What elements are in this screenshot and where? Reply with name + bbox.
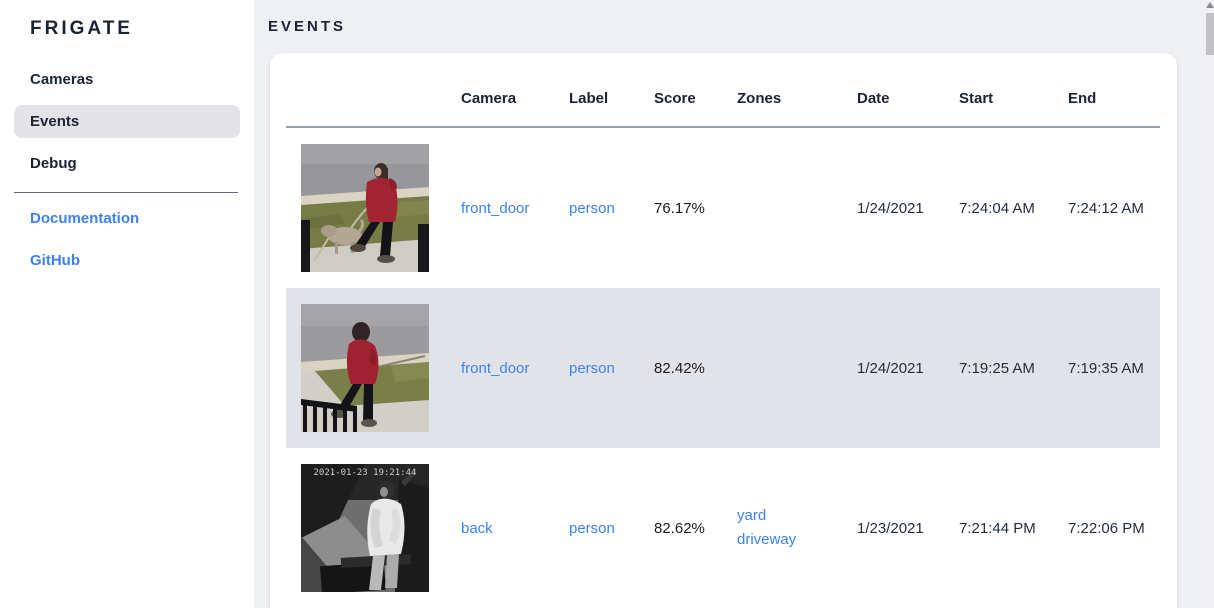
scrollbar-up-arrow-icon[interactable] [1206,2,1214,8]
scrollbar-thumb[interactable] [1206,13,1214,55]
date-value: 1/24/2021 [857,359,924,377]
zones-cell [737,288,857,448]
page-title: EVENTS [268,18,347,35]
events-card: Camera Label Score Zones Date Start End [270,53,1177,608]
person-white-shirt-night-thumbnail[interactable]: 2021-01-23 19:21:44 [301,464,429,592]
table-row[interactable]: 2021-01-23 19:21:44 back [286,448,1160,608]
column-header-thumbnail [286,69,461,128]
sidebar-link-label: Documentation [30,210,140,227]
date-value: 1/24/2021 [857,199,924,217]
start-time-value: 7:21:44 PM [959,519,1036,537]
sidebar-item-events[interactable]: Events [14,105,240,138]
table-row[interactable]: front_door person 76.17% 1/24/2021 7:24:… [286,127,1160,288]
sidebar-link-github[interactable]: GitHub [14,244,240,277]
zone-link[interactable]: yard [737,507,767,524]
column-header-camera: Camera [461,69,569,128]
sidebar-item-cameras[interactable]: Cameras [14,63,240,96]
label-link[interactable]: person [569,359,615,377]
column-header-date: Date [857,69,959,128]
end-time-value: 7:19:35 AM [1068,359,1144,377]
zones-cell [737,127,857,288]
person-red-coat-walking-dog-thumbnail[interactable] [301,144,429,272]
events-table: Camera Label Score Zones Date Start End [286,69,1160,608]
sidebar: FRIGATE Cameras Events Debug Documentati… [0,0,254,608]
table-header-row: Camera Label Score Zones Date Start End [286,69,1160,128]
sidebar-item-label: Debug [30,155,77,172]
main-content: EVENTS Camera Label Score Zones Date Sta… [254,0,1214,608]
date-value: 1/23/2021 [857,519,924,537]
column-header-zones: Zones [737,69,857,128]
column-header-start: Start [959,69,1068,128]
app-logo: FRIGATE [30,18,133,39]
sidebar-item-label: Cameras [30,71,94,88]
sidebar-item-label: Events [30,113,80,130]
sidebar-link-label: GitHub [30,252,80,269]
zone-link[interactable]: driveway [737,531,797,548]
zones-cell: yard driveway [737,448,857,608]
camera-link[interactable]: front_door [461,359,530,377]
sidebar-item-debug[interactable]: Debug [14,147,240,180]
sidebar-link-documentation[interactable]: Documentation [14,202,240,235]
camera-link[interactable]: back [461,519,493,537]
vertical-scrollbar[interactable] [1206,0,1214,608]
start-time-value: 7:19:25 AM [959,359,1035,377]
column-header-label: Label [569,69,654,128]
label-link[interactable]: person [569,199,615,217]
column-header-end: End [1068,69,1160,128]
camera-link[interactable]: front_door [461,199,530,217]
label-link[interactable]: person [569,519,615,537]
score-value: 82.62% [654,519,705,537]
score-value: 76.17% [654,199,705,217]
column-header-score: Score [654,69,737,128]
end-time-value: 7:24:12 AM [1068,199,1144,217]
end-time-value: 7:22:06 PM [1068,519,1145,537]
score-value: 82.42% [654,359,705,377]
svg-text:2021-01-23 19:21:44: 2021-01-23 19:21:44 [314,468,417,478]
table-row[interactable]: front_door person 82.42% 1/24/2021 7:19:… [286,288,1160,448]
person-red-hoodie-walking-dog-thumbnail[interactable] [301,304,429,432]
sidebar-nav: Cameras Events Debug Documentation GitHu… [0,63,254,277]
sidebar-divider [14,192,238,193]
start-time-value: 7:24:04 AM [959,199,1035,217]
